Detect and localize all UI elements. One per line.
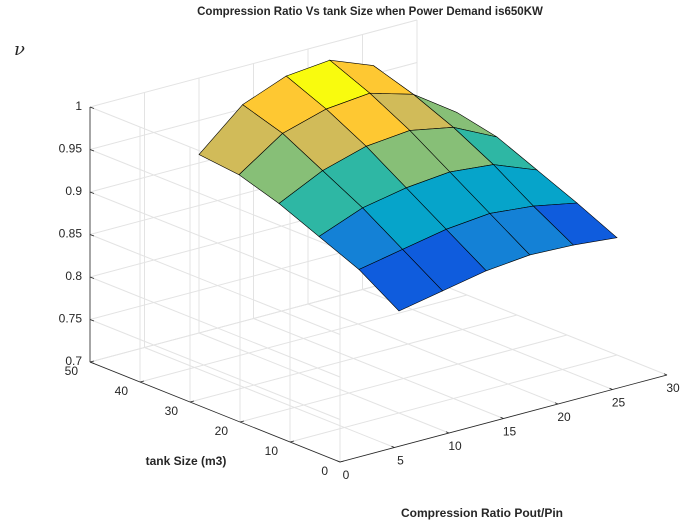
grid-line <box>89 234 341 335</box>
x-tick-label: 30 <box>666 381 680 395</box>
grid-line <box>198 332 450 434</box>
y-tick-label: 30 <box>165 404 179 418</box>
x-tick <box>609 387 613 390</box>
grid-line <box>139 294 468 383</box>
y-tick-label: 0 <box>321 464 328 478</box>
grid-line <box>189 314 518 403</box>
z-tick <box>89 191 95 194</box>
z-tick-label: 0.8 <box>65 269 82 283</box>
grid-line <box>89 319 341 420</box>
x-tick-label: 10 <box>448 439 462 453</box>
grid-line <box>416 274 668 376</box>
grid-line <box>307 303 559 405</box>
grid-line <box>89 149 341 250</box>
y-axis-label: tank Size (m3) <box>146 454 227 468</box>
grid-line <box>144 347 395 448</box>
grid-line <box>89 274 418 363</box>
y-tick <box>139 380 145 383</box>
z-tick-label: 1 <box>75 99 82 113</box>
grid-line <box>253 318 504 419</box>
x-tick <box>391 445 395 448</box>
x-tick <box>500 416 504 419</box>
x-tick-label: 15 <box>503 425 517 439</box>
y-tick <box>239 420 245 423</box>
grid-line <box>89 276 341 378</box>
x-tick <box>554 402 559 405</box>
y-tick-label: 10 <box>265 444 279 458</box>
z-tick-label: 0.7 <box>65 354 82 368</box>
z-tick-label: 0.75 <box>59 312 83 326</box>
x-tick-label: 20 <box>557 410 571 424</box>
y-tick-label: 20 <box>215 424 229 438</box>
y-tick <box>289 440 295 443</box>
z-tick-label: 0.95 <box>59 142 83 156</box>
surface-cell <box>358 249 444 312</box>
z-tick <box>89 106 95 109</box>
x-tick-label: 25 <box>612 396 626 410</box>
z-tick-label: 0.9 <box>65 184 82 198</box>
x-tick-label: 5 <box>397 454 404 468</box>
z-tick <box>89 361 95 364</box>
y-tick <box>189 400 195 403</box>
grid-line <box>289 354 618 443</box>
x-tick <box>445 431 450 434</box>
z-axis-label: ν <box>14 39 25 60</box>
z-tick <box>89 234 95 237</box>
z-tick <box>89 149 95 152</box>
x-axis-label: Compression Ratio Pout/Pin <box>401 506 563 520</box>
x-tick-label: 0 <box>343 468 350 482</box>
z-tick-label: 0.85 <box>59 227 83 241</box>
y-tick-label: 40 <box>115 384 129 398</box>
y-axis <box>89 361 341 463</box>
z-tick <box>89 276 95 279</box>
chart-title: Compression Ratio Vs tank Size when Powe… <box>197 6 543 18</box>
grid-line <box>89 19 418 108</box>
grid-line <box>89 191 341 293</box>
z-tick <box>89 319 95 322</box>
grid-line <box>239 334 568 423</box>
x-tick <box>663 373 668 376</box>
y-tick <box>339 460 345 463</box>
x-tick <box>336 460 341 463</box>
y-tick-label: 50 <box>65 364 79 378</box>
